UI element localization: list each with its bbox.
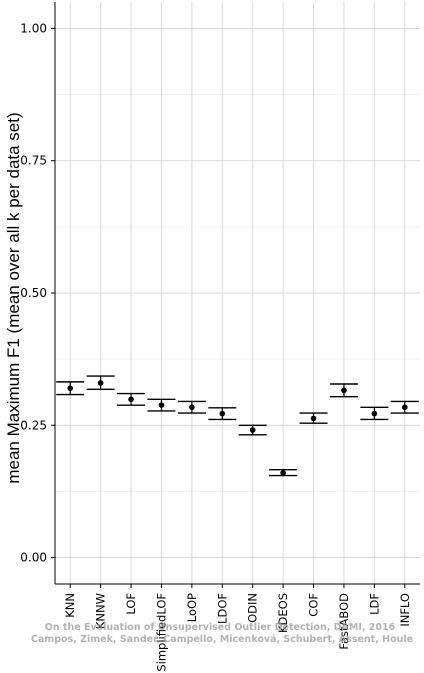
y-tick-label: 0.00 — [20, 551, 47, 565]
mean-point-ldof — [219, 410, 226, 417]
y-axis-label: mean Maximum F1 (mean over all k per dat… — [4, 112, 23, 483]
watermark-line-1: On the Evaluation of Unsupervised Outlie… — [45, 622, 396, 633]
mean-point-inflo — [401, 404, 408, 411]
x-tick-labels: KNN KNNW LOF SimplifiedLOF LoOP LDOF ODIN KDEOS… — [63, 593, 412, 672]
mean-point-kdeos — [280, 470, 286, 476]
x-tick-label: LDOF — [215, 593, 229, 624]
y-tick-label: 0.50 — [20, 286, 47, 300]
errorbar-kdeos — [269, 469, 298, 477]
mean-point-cof — [310, 415, 317, 422]
y-tick-label: 1.00 — [20, 21, 47, 35]
mean-point-simplifiedlof — [158, 402, 165, 408]
x-tick-label: KNNW — [94, 593, 108, 629]
y-tick-labels: 0.00 0.25 0.50 0.75 1.00 — [20, 21, 47, 564]
errorbar-fastabod — [329, 383, 358, 398]
mean-point-knnw — [97, 380, 104, 386]
errorbar-simplifiedlof — [147, 398, 176, 412]
mean-point-odin — [249, 427, 256, 433]
y-tick-label: 0.25 — [20, 418, 47, 432]
x-tick-label: FastABOD — [337, 593, 351, 650]
mean-point-loop — [189, 404, 195, 411]
errorbar-inflo — [390, 400, 419, 414]
errorbar-lof — [117, 392, 146, 406]
watermark-line-2: Campos, Zimek, Sander, Campello, Micenko… — [31, 634, 413, 645]
x-tick-label: LoOP — [185, 593, 199, 622]
x-tick-label: ODIN — [246, 593, 260, 623]
x-tick-label: KDEOS — [276, 593, 290, 633]
x-tick-label: KNN — [63, 593, 77, 618]
errorbar-loop — [177, 400, 206, 414]
mean-point-fastabod — [341, 387, 347, 394]
errorbar-cof — [299, 412, 328, 424]
y-tick-label: 0.75 — [20, 154, 47, 168]
mean-point-knn — [67, 385, 74, 392]
grid-major — [55, 2, 420, 584]
errorbar-ldof — [208, 407, 237, 421]
x-tick-label: COF — [307, 593, 321, 617]
grid-minor — [55, 94, 420, 492]
x-tick-label: SimplifiedLOF — [154, 593, 168, 672]
errorbar-knnw — [86, 375, 115, 390]
x-tick-label: LDF — [367, 593, 381, 615]
data-marks — [56, 375, 419, 477]
mean-point-lof — [128, 396, 134, 403]
errorbar-odin — [238, 424, 267, 436]
errorbar-ldf — [360, 406, 389, 421]
mean-point-ldf — [371, 410, 378, 417]
axes — [51, 2, 420, 588]
errorbar-knn — [56, 381, 85, 396]
x-tick-label: LOF — [124, 593, 138, 615]
x-tick-label: INFLO — [398, 593, 412, 627]
